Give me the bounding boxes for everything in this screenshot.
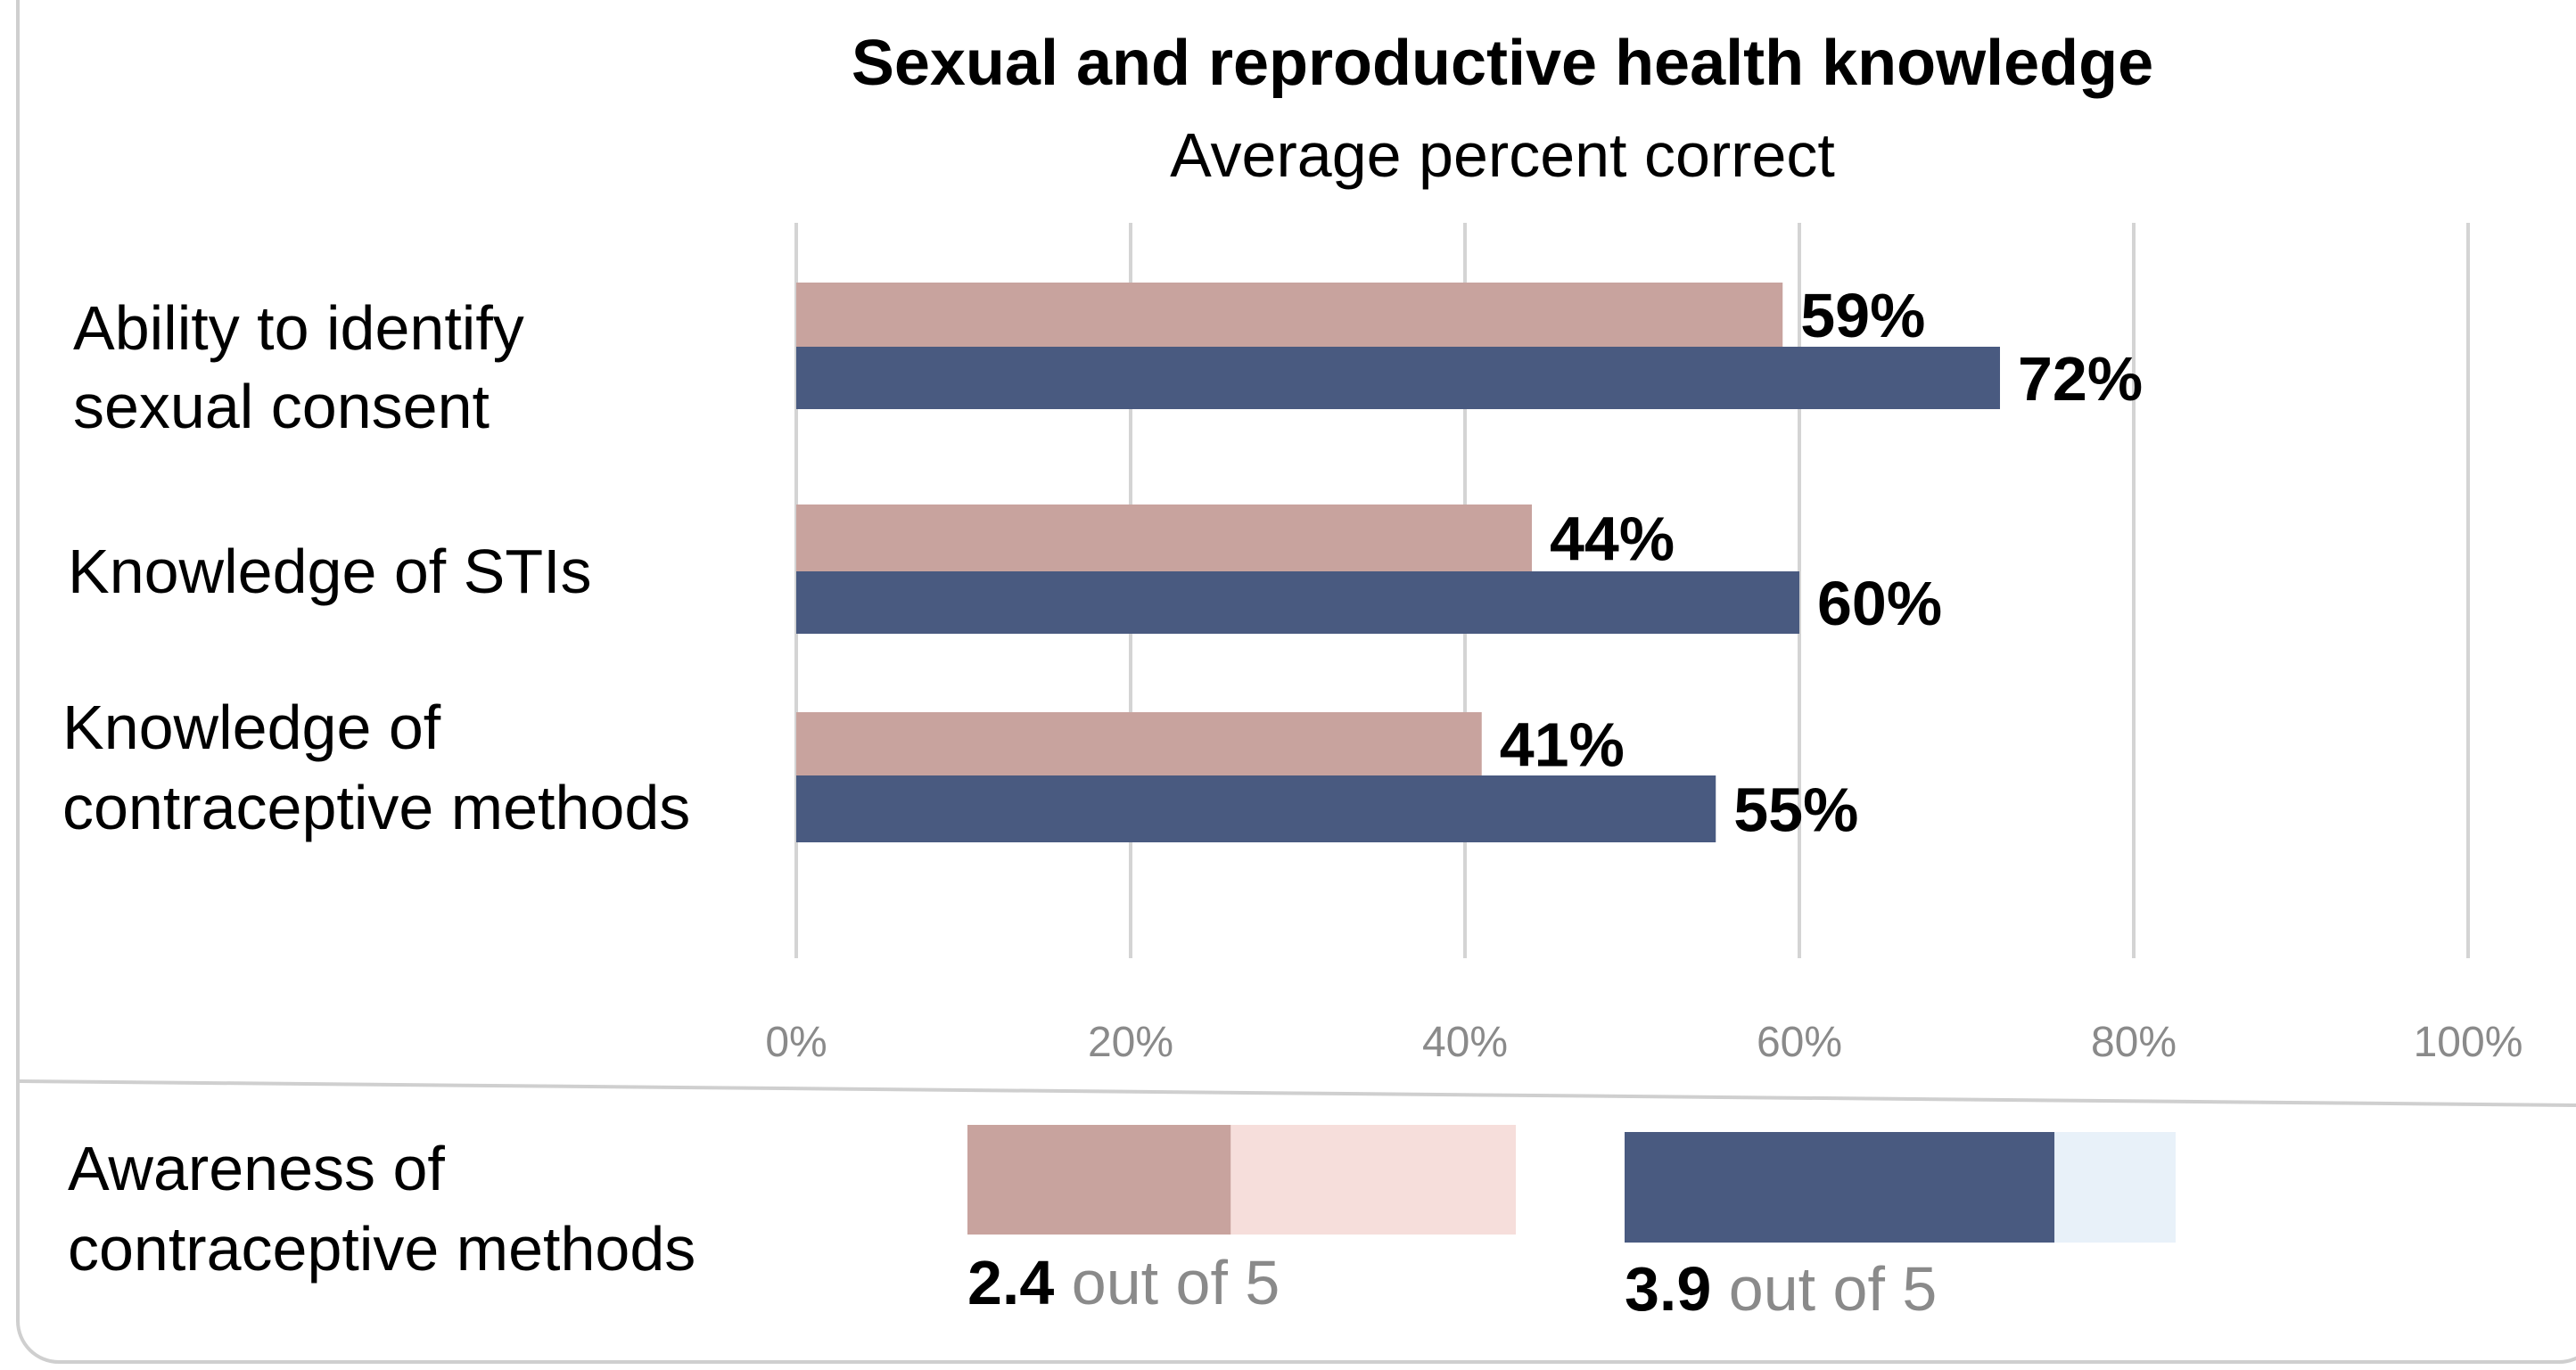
x-tick-label: 80% — [2091, 1019, 2177, 1066]
x-tick-label: 20% — [1088, 1019, 1173, 1066]
category-label: sexual consent — [73, 372, 490, 441]
awareness-label: contraceptive methods — [68, 1214, 695, 1284]
x-tick-label: 60% — [1757, 1019, 1842, 1066]
bar-series-2 — [796, 571, 1799, 634]
gauge-value-text: 2.4 out of 5 — [967, 1248, 1280, 1317]
bar-series-2 — [796, 775, 1716, 842]
section-divider — [19, 1079, 2576, 1107]
awareness-label: Awareness of — [68, 1134, 445, 1203]
gauge-suffix: out of 5 — [1054, 1248, 1280, 1317]
data-label: 55% — [1733, 775, 1858, 845]
bar-series-1 — [796, 712, 1482, 775]
category-labels: Ability to identify sexual consent Knowled… — [62, 293, 690, 842]
category-label: contraceptive methods — [62, 773, 690, 842]
x-axis-ticks: 0% 20% 40% 60% 80% 100% — [765, 1019, 2523, 1066]
chart-title: Sexual and reproductive health knowledge — [852, 28, 2153, 99]
gauge-value: 2.4 — [967, 1248, 1054, 1317]
awareness-section: Awareness of contraceptive methods 2.4 out… — [68, 1125, 2176, 1324]
x-tick-label: 40% — [1422, 1019, 1508, 1066]
data-label: 41% — [1500, 710, 1625, 780]
category-label: Knowledge of STIs — [68, 537, 592, 606]
gauge-fill — [967, 1125, 1231, 1235]
data-label: 44% — [1550, 505, 1675, 574]
bars: 59% 72% 44% 60% 41% 55% — [796, 281, 2143, 845]
gauge-value-text: 3.9 out of 5 — [1625, 1254, 1937, 1324]
data-label: 59% — [1800, 281, 1925, 350]
category-label: Knowledge of — [62, 693, 441, 762]
gauge-suffix: out of 5 — [1711, 1254, 1937, 1324]
bar-series-1 — [796, 283, 1783, 347]
chart-subtitle: Average percent correct — [1170, 120, 1835, 190]
bar-series-2 — [796, 347, 2000, 409]
x-tick-label: 0% — [765, 1019, 827, 1066]
data-label: 60% — [1817, 569, 1942, 638]
bar-series-1 — [796, 505, 1532, 571]
gauge-value: 3.9 — [1625, 1254, 1711, 1324]
chart-frame — [16, 0, 2576, 1364]
gauge-fill — [1625, 1132, 2055, 1243]
category-label: Ability to identify — [73, 293, 524, 363]
data-label: 72% — [2018, 344, 2143, 414]
x-tick-label: 100% — [2414, 1019, 2523, 1066]
